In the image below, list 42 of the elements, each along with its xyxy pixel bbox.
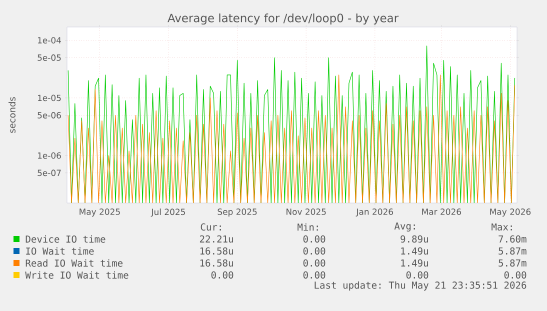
text: 5.87m (498, 259, 526, 267)
text: 22.21u (200, 235, 233, 243)
text: Min: (298, 223, 318, 231)
x-tick-label: Mar 2026 (422, 208, 462, 215)
y-tick-label: 1e-05 (38, 94, 61, 102)
x-tick-label: May 2026 (490, 208, 531, 217)
x-tick-label: Jan 2026 (356, 208, 394, 217)
legend-label: Device IO time (26, 235, 106, 243)
text: Max: (492, 223, 512, 231)
text: 16.58u (200, 247, 233, 255)
y-tick-label: 5e-05 (38, 54, 61, 61)
text: 9.89u (400, 235, 428, 243)
text: 7.60m (498, 235, 526, 243)
text: 16.58u (200, 259, 233, 267)
x-tick-label: Nov 2025 (286, 208, 326, 215)
line-series (68, 46, 516, 204)
text: 0.00 (303, 271, 326, 279)
x-tick-label: Sep 2025 (218, 208, 257, 217)
text: 1.49u (401, 247, 428, 255)
text: 1.49u (401, 259, 428, 267)
text: 0.00 (303, 259, 326, 267)
text: Last update: Thu May 21 23:35:51 2026 (314, 281, 526, 291)
y-tick-label: 5e-07 (38, 170, 61, 176)
text: Avg: (394, 222, 415, 232)
y-tick-label: 1e-06 (38, 152, 61, 159)
text: 0.00 (303, 247, 326, 255)
legend-label: IO Wait time (26, 247, 94, 255)
x-tick-label: May 2025 (80, 208, 120, 217)
text: 5.87m (498, 247, 526, 255)
legend-label: Write IO Wait time (25, 271, 128, 279)
legend-label: Read IO Wait time (26, 259, 123, 267)
chart-title: Average latency for /dev/loop0 - by year (168, 13, 399, 25)
y-tick-label: 5e-06 (38, 112, 61, 118)
y-axis-title: seconds (8, 97, 16, 133)
text: Cur: (200, 223, 221, 231)
text: 0.00 (504, 271, 526, 279)
line-series (68, 74, 516, 204)
text: 0.00 (211, 271, 234, 279)
text: 0.00 (303, 235, 326, 243)
y-tick-label: 1e-04 (38, 37, 61, 44)
text: 0.00 (406, 271, 428, 279)
x-tick-label: Jul 2025 (150, 208, 185, 217)
